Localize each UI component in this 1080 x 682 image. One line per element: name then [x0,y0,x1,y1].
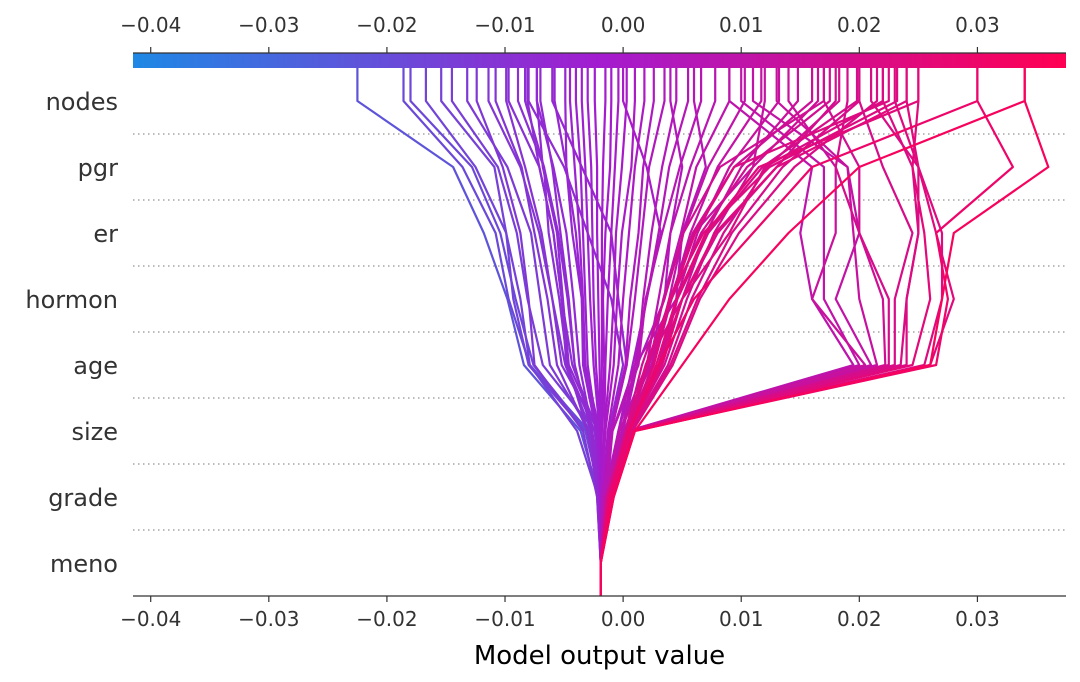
feature-label-meno: meno [50,550,118,578]
decision-line-path-60 [599,68,1050,596]
x-axis-title: Model output value [474,641,725,671]
decision-lines [356,68,1050,596]
top-tick-label: 0.02 [837,13,882,37]
bottom-axis: −0.04 −0.03 −0.02 −0.01 0.00 0.01 0.02 0.03 [120,596,1000,631]
feature-label-hormon: hormon [25,286,118,314]
top-tick-label: −0.03 [238,13,299,37]
bottom-tick-label: −0.02 [356,607,417,631]
bottom-tick-label: 0.01 [719,607,764,631]
decision-line-path-36 [599,68,703,596]
top-axis: −0.04 −0.03 −0.02 −0.01 0.00 0.01 0.02 0.03 [120,13,1000,53]
feature-label-size: size [71,418,118,446]
bottom-tick-label: −0.01 [474,607,535,631]
colorbar [133,53,1066,68]
feature-label-er: er [93,220,118,248]
bottom-tick-label: 0.02 [837,607,882,631]
decision-line-path-58 [599,68,766,596]
bottom-tick-label: −0.04 [120,607,181,631]
top-tick-label: −0.02 [356,13,417,37]
feature-label-nodes: nodes [46,88,118,116]
top-tick-label: 0.03 [955,13,1000,37]
feature-label-pgr: pgr [78,154,118,182]
feature-axis: nodes pgr er hormon age size grade meno [25,88,118,578]
top-tick-label: −0.01 [474,13,535,37]
feature-label-age: age [73,352,118,380]
decision-line-path-40 [599,68,763,596]
top-tick-label: 0.01 [719,13,764,37]
bottom-tick-label: 0.03 [955,607,1000,631]
bottom-tick-label: 0.00 [601,607,646,631]
bottom-tick-label: −0.03 [238,607,299,631]
feature-label-grade: grade [48,484,118,512]
decision-line-path-18 [539,68,602,596]
top-tick-label: −0.04 [120,13,181,37]
decision-line-path-56 [599,68,979,596]
top-tick-label: 0.00 [601,13,646,37]
